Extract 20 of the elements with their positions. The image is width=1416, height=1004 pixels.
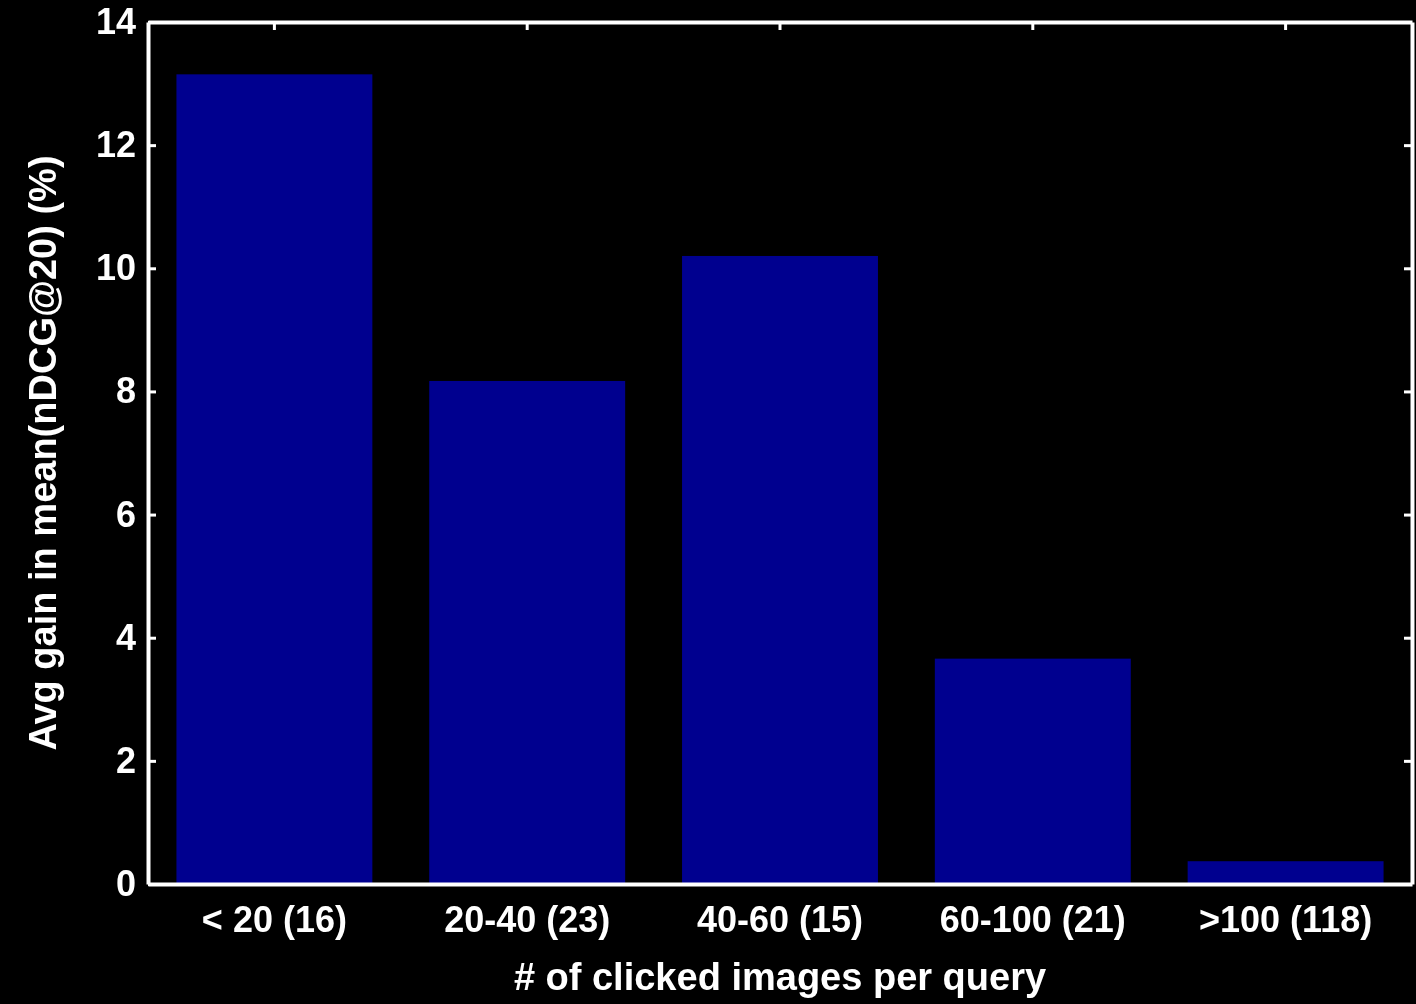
y-tick-label: 2 xyxy=(115,739,136,781)
x-tick-label: 40-60 (15) xyxy=(696,898,864,940)
x-tick-label: >100 (118) xyxy=(1199,898,1373,940)
bar xyxy=(934,658,1131,884)
bar xyxy=(1187,861,1384,884)
x-tick-label: 60-100 (21) xyxy=(939,898,1126,940)
y-tick-label: 0 xyxy=(115,863,136,905)
y-tick-label: 4 xyxy=(115,616,136,658)
bar xyxy=(176,74,373,884)
y-tick-label: 14 xyxy=(95,1,136,43)
y-tick-label: 12 xyxy=(95,124,136,166)
y-tick-label: 8 xyxy=(115,370,136,412)
x-axis-title: # of clicked images per query xyxy=(513,956,1047,998)
y-axis-title: Avg gain in mean(nDCG@20) (%) xyxy=(22,155,64,751)
bar xyxy=(429,380,626,884)
y-tick-label: 6 xyxy=(115,493,136,535)
bar xyxy=(682,255,878,884)
y-tick-label: 10 xyxy=(95,247,136,289)
x-tick-label: 20-40 (23) xyxy=(444,898,611,940)
x-tick-label: < 20 (16) xyxy=(201,898,347,940)
